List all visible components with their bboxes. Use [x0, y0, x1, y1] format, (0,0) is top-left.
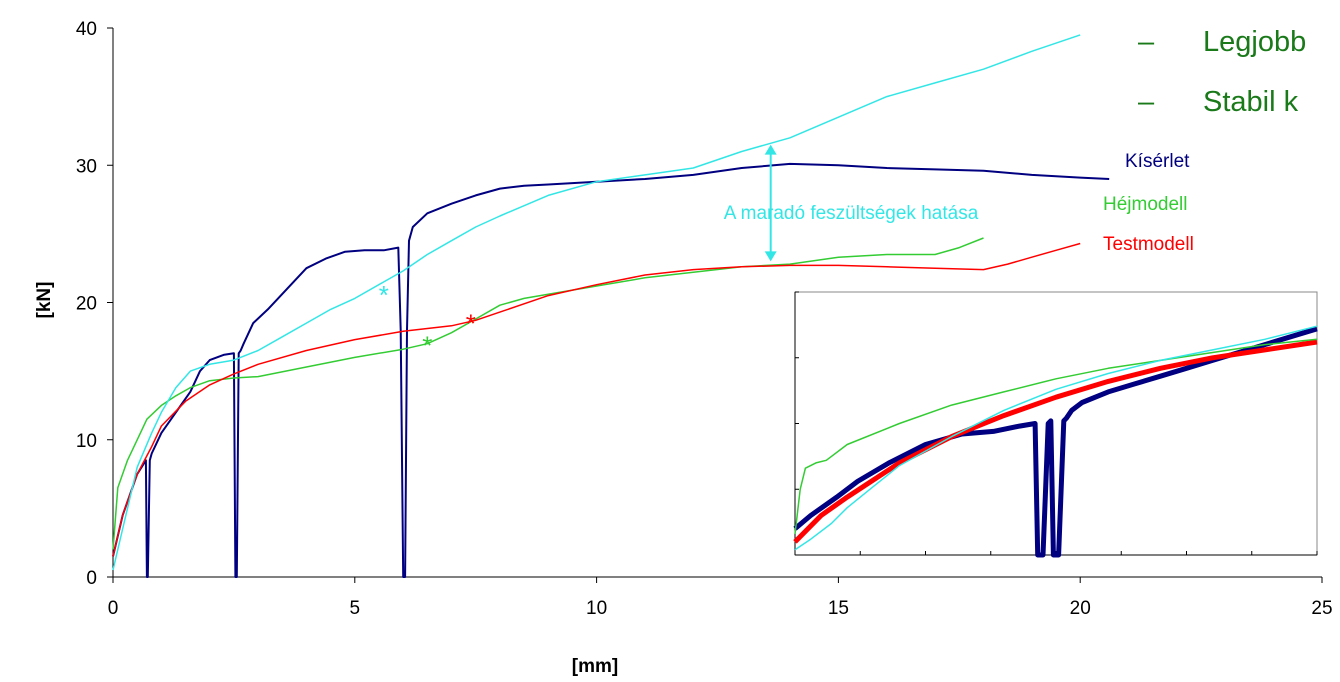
y-tick-label: 30: [76, 156, 97, 177]
inset-plot: [793, 291, 1318, 558]
x-tick-label: 25: [1311, 598, 1332, 619]
series-label-hejmodell: Héjmodell: [1103, 194, 1187, 215]
main-plot: 0 5 10 15 20 25 0 10 20 30 40 [mm] [kN] * * * A mar…: [34, 19, 1333, 677]
inset-frame: [794, 291, 1318, 556]
x-axis-title: [mm]: [572, 656, 618, 677]
series-line-kiserlet: [112, 162, 1110, 578]
inset-series-group: [793, 325, 1318, 558]
series-line-cyan-3: [112, 34, 1081, 571]
series-label-kiserlet: Kísérlet: [1125, 151, 1190, 172]
x-axis-ticks: 0 5 10 15 20 25: [108, 577, 1333, 619]
annotation-text: A maradó feszültségek hatása: [724, 203, 979, 224]
y-tick-label: 10: [76, 431, 97, 452]
series-line-hejmodell: [112, 237, 984, 550]
x-tick-label: 0: [108, 598, 119, 619]
annotation: A maradó feszültségek hatása: [724, 144, 979, 262]
x-tick-label: 10: [586, 598, 607, 619]
marker-testmodell: *: [466, 309, 476, 339]
series-line-testmodell: [112, 242, 1081, 557]
inset-series-line-0: [793, 326, 1318, 558]
bullet-list: – Legjobb – Stabil k: [1138, 26, 1306, 118]
bullet-dash-2: –: [1138, 86, 1155, 118]
marker-hejmodell: *: [422, 331, 432, 361]
main-series-group: [112, 34, 1110, 578]
annotation-arrow-head-bottom: [764, 251, 777, 262]
x-tick-label: 20: [1070, 598, 1091, 619]
y-tick-label: 20: [76, 294, 97, 315]
bullet-text-1: Legjobb: [1203, 26, 1306, 58]
y-tick-label: 40: [76, 19, 97, 40]
annotation-arrow-head-top: [764, 144, 777, 155]
inset-series-line-3: [794, 325, 1318, 551]
y-tick-label: 0: [86, 568, 97, 589]
y-axis-ticks: 0 10 20 30 40: [76, 19, 113, 589]
bullet-dash-1: –: [1138, 26, 1155, 58]
x-tick-label: 15: [828, 598, 849, 619]
x-tick-label: 5: [350, 598, 361, 619]
bullet-text-2: Stabil k: [1203, 86, 1299, 118]
y-axis-title: [kN]: [34, 282, 55, 319]
series-label-testmodell: Testmodell: [1103, 234, 1194, 255]
inset-series-line-1: [793, 339, 1318, 544]
inset-series-line-2: [794, 338, 1318, 535]
marker-cyan: *: [379, 280, 389, 310]
main-markers-group: * * *: [379, 280, 476, 361]
